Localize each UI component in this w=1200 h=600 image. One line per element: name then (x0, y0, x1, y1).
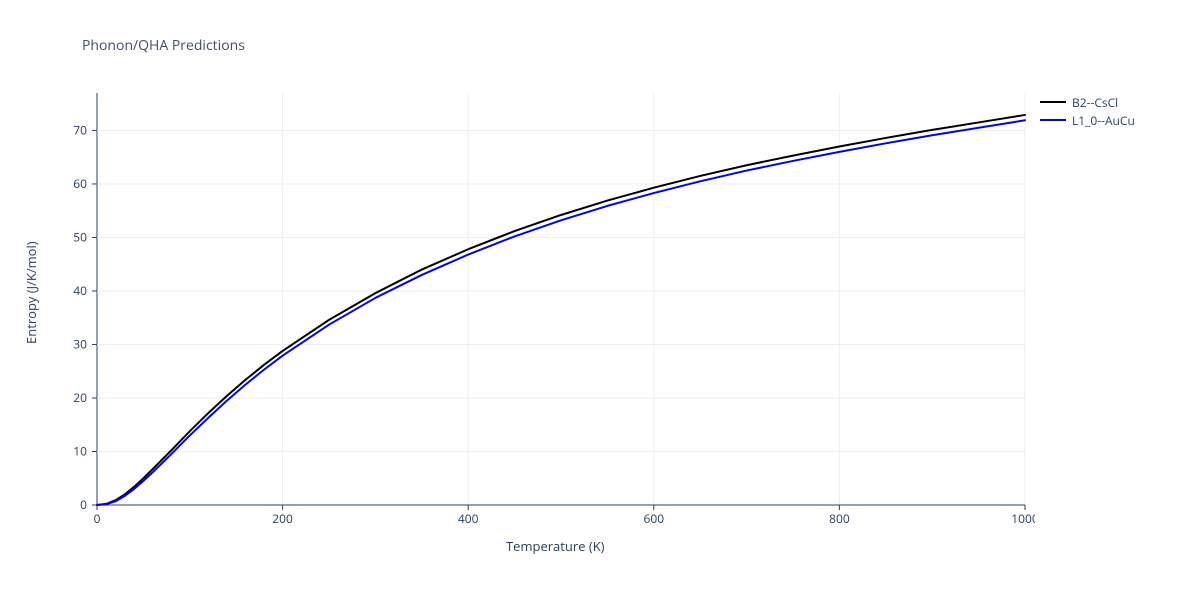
series-line (97, 115, 1025, 505)
y-tick-label: 50 (73, 228, 87, 245)
y-tick-label: 20 (73, 389, 87, 406)
x-tick-label: 400 (458, 510, 479, 527)
legend-label: L1_0--AuCu (1072, 112, 1135, 129)
y-tick-label: 30 (73, 335, 87, 352)
y-tick-label: 0 (80, 496, 87, 513)
x-tick-label: 0 (94, 510, 101, 527)
legend-swatch (1040, 119, 1066, 121)
x-tick-label: 800 (829, 510, 850, 527)
plot-svg: 0 200 400 600 800 1000 0 10 20 30 40 50 60 70 (57, 83, 1035, 535)
x-tick-label: 1000 (1011, 510, 1035, 527)
y-tick-label: 10 (73, 442, 87, 459)
legend-item[interactable]: B2--CsCl (1040, 93, 1135, 111)
y-tick-label: 60 (73, 175, 87, 192)
x-axis-label: Temperature (K) (506, 537, 605, 555)
chart-container: Phonon/QHA Predictions 02004006008001000… (0, 0, 1200, 600)
y-axis-label: Entropy (J/K/mol) (22, 241, 40, 344)
legend-label: B2--CsCl (1072, 94, 1118, 111)
legend: B2--CsClL1_0--AuCu (1040, 93, 1135, 129)
y-tick-label: 40 (73, 282, 87, 299)
y-tick-label: 70 (73, 121, 87, 138)
series-line (97, 120, 1025, 505)
legend-item[interactable]: L1_0--AuCu (1040, 111, 1135, 129)
x-tick-label: 600 (644, 510, 665, 527)
plot-area: 02004006008001000010203040506070 (97, 93, 1025, 505)
x-tick-label: 200 (272, 510, 293, 527)
chart-title: Phonon/QHA Predictions (82, 36, 245, 55)
legend-swatch (1040, 101, 1066, 103)
